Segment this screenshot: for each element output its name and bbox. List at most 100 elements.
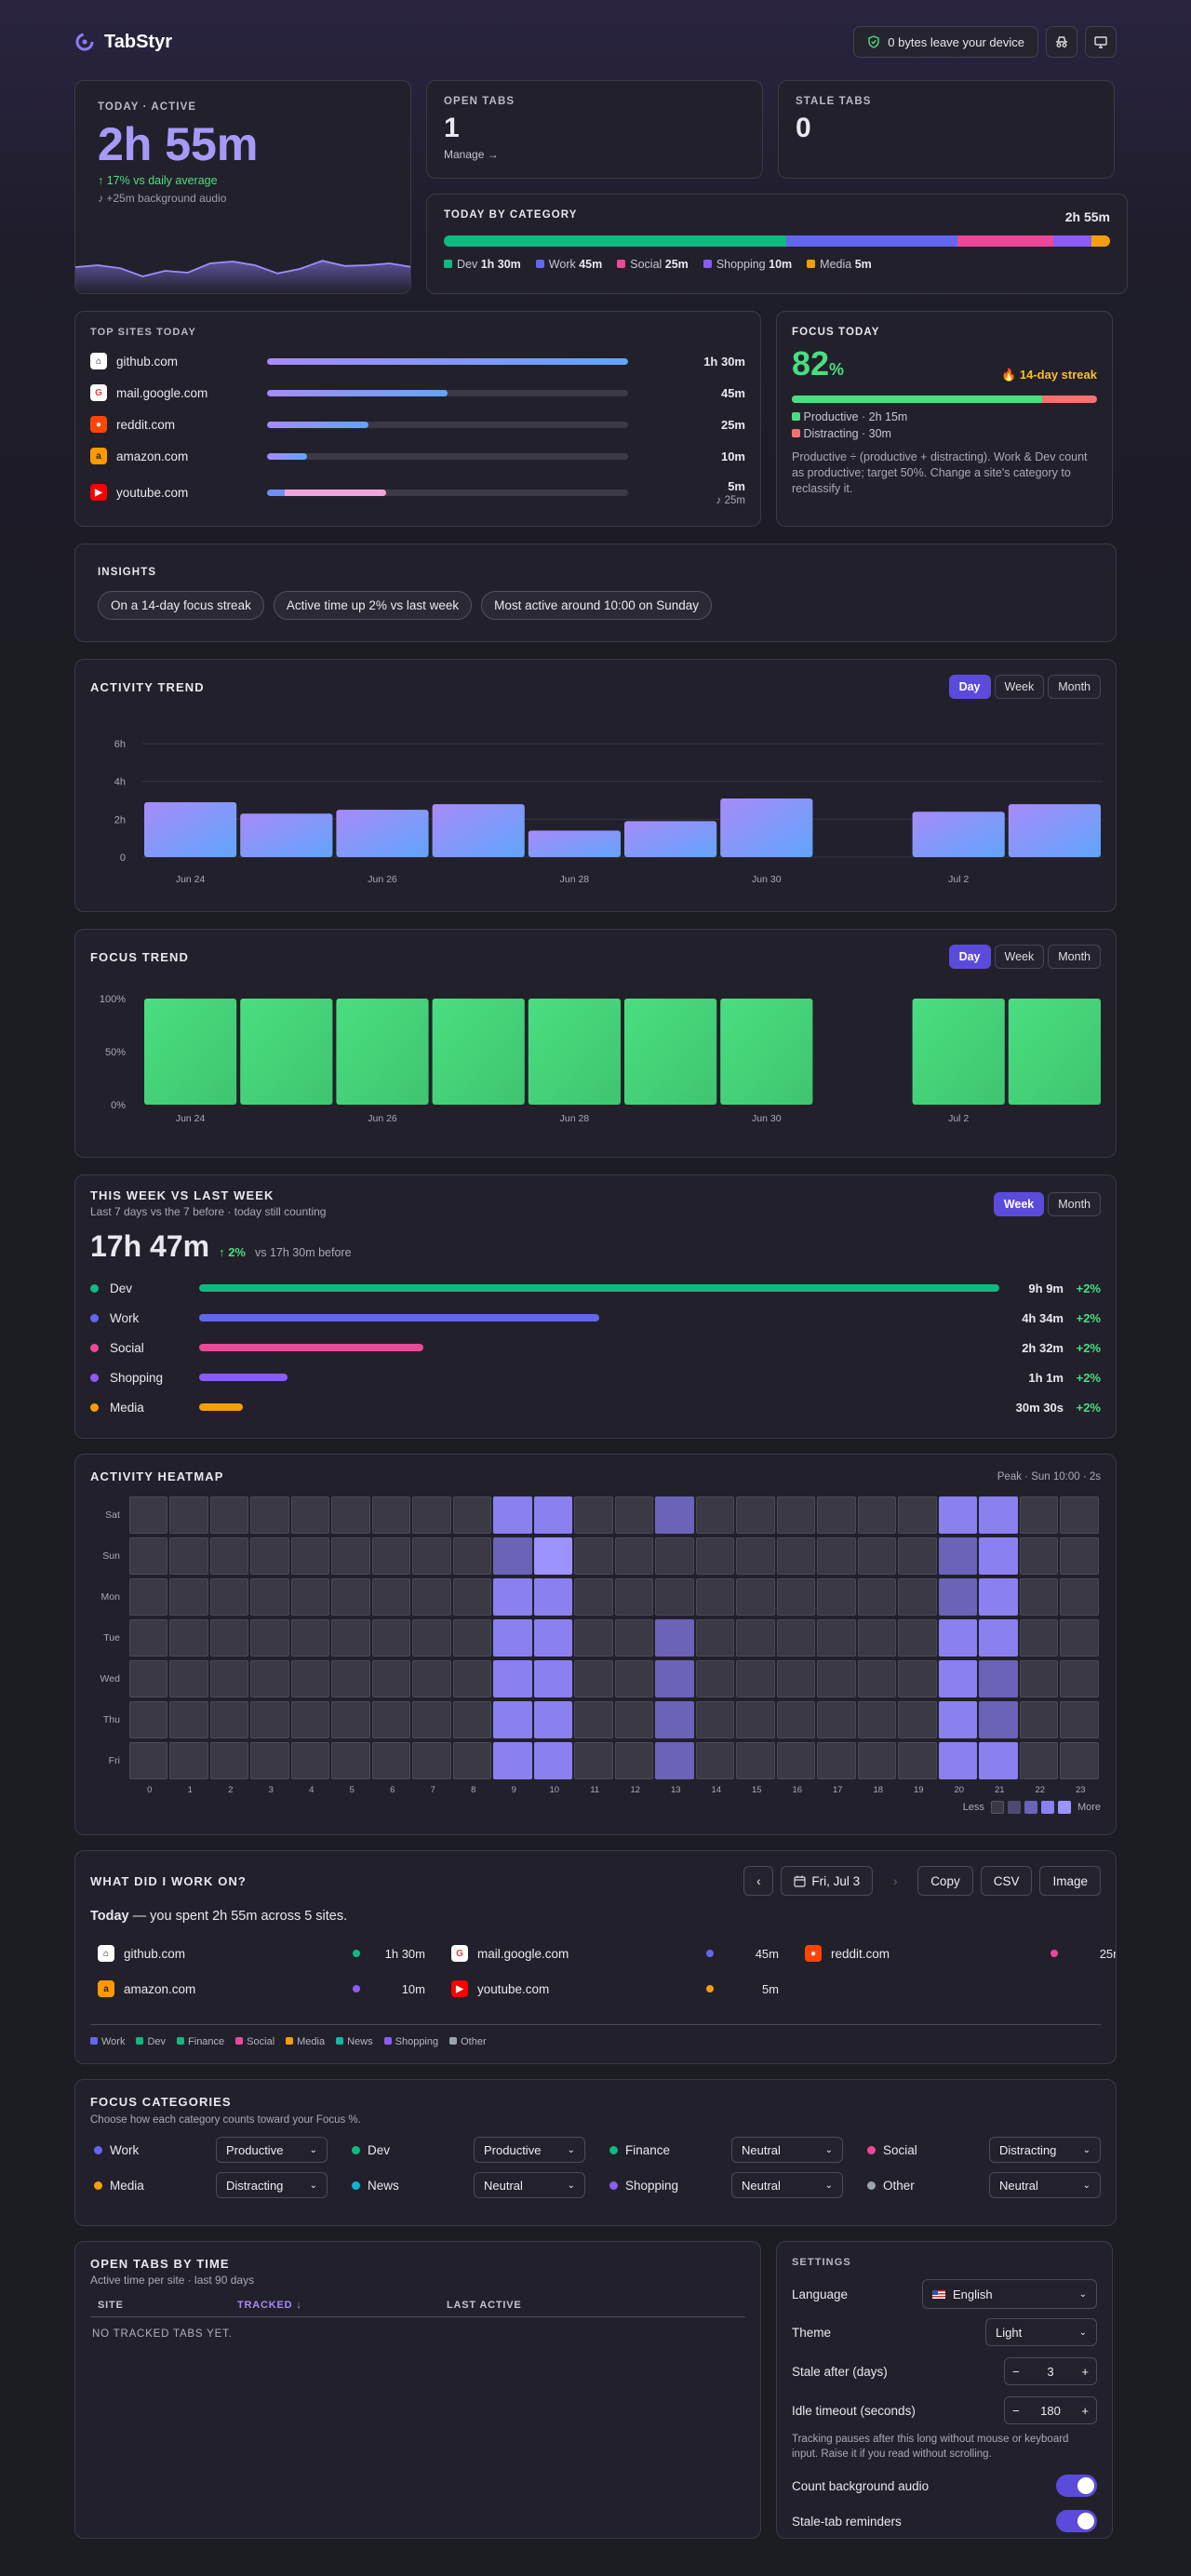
display-button[interactable] bbox=[1085, 26, 1117, 58]
heatmap-cell[interactable] bbox=[250, 1742, 289, 1779]
top-site-row[interactable]: ▶ youtube.com 5m ♪ 25m bbox=[90, 472, 745, 513]
heatmap-cell[interactable] bbox=[331, 1701, 370, 1738]
heatmap-cell[interactable] bbox=[250, 1496, 289, 1534]
heatmap-cell[interactable] bbox=[1019, 1578, 1059, 1616]
heatmap-cell[interactable] bbox=[412, 1701, 451, 1738]
decrement-button[interactable]: − bbox=[1012, 2403, 1020, 2418]
bar-jun-24[interactable] bbox=[144, 999, 237, 1105]
heatmap-cell[interactable] bbox=[736, 1660, 775, 1697]
bar-jun-27[interactable] bbox=[432, 804, 525, 857]
heatmap-cell[interactable] bbox=[857, 1701, 897, 1738]
heatmap-cell[interactable] bbox=[1019, 1701, 1059, 1738]
heatmap-cell[interactable] bbox=[371, 1701, 411, 1738]
heatmap-cell[interactable] bbox=[857, 1578, 897, 1616]
heatmap-cell[interactable] bbox=[817, 1660, 856, 1697]
heatmap-cell[interactable] bbox=[695, 1619, 735, 1657]
heatmap-cell[interactable] bbox=[776, 1578, 816, 1616]
heatmap-cell[interactable] bbox=[533, 1537, 573, 1575]
heatmap-cell[interactable] bbox=[857, 1619, 897, 1657]
heatmap-cell[interactable] bbox=[250, 1619, 289, 1657]
bar-jun-25[interactable] bbox=[240, 813, 333, 857]
heatmap-cell[interactable] bbox=[493, 1537, 532, 1575]
heatmap-cell[interactable] bbox=[1019, 1619, 1059, 1657]
heatmap-cell[interactable] bbox=[614, 1619, 654, 1657]
heatmap-cell[interactable] bbox=[209, 1660, 249, 1697]
heatmap-cell[interactable] bbox=[655, 1701, 694, 1738]
heatmap-cell[interactable] bbox=[655, 1496, 694, 1534]
heatmap-cell[interactable] bbox=[331, 1578, 370, 1616]
heatmap-cell[interactable] bbox=[412, 1742, 451, 1779]
insight-chip[interactable]: Active time up 2% vs last week bbox=[273, 591, 473, 620]
heatmap-cell[interactable] bbox=[533, 1742, 573, 1779]
heatmap-cell[interactable] bbox=[1060, 1537, 1099, 1575]
bar-jun-29[interactable] bbox=[624, 999, 717, 1105]
heatmap-cell[interactable] bbox=[574, 1578, 613, 1616]
heatmap-cell[interactable] bbox=[128, 1619, 168, 1657]
heatmap-cell[interactable] bbox=[736, 1619, 775, 1657]
heatmap-cell[interactable] bbox=[128, 1537, 168, 1575]
category-select[interactable]: Neutral ⌄ bbox=[731, 2172, 843, 2198]
work-site-item[interactable]: ⌂ github.com 1h 30m bbox=[90, 1940, 425, 1966]
top-site-row[interactable]: ⌂ github.com 1h 30m bbox=[90, 345, 745, 377]
heatmap-cell[interactable] bbox=[655, 1742, 694, 1779]
heatmap-cell[interactable] bbox=[938, 1619, 978, 1657]
heatmap-cell[interactable] bbox=[169, 1619, 208, 1657]
heatmap-cell[interactable] bbox=[209, 1496, 249, 1534]
heatmap-cell[interactable] bbox=[574, 1701, 613, 1738]
range-month-button[interactable]: Month bbox=[1048, 675, 1101, 699]
heatmap-cell[interactable] bbox=[412, 1537, 451, 1575]
heatmap-cell[interactable] bbox=[250, 1537, 289, 1575]
heatmap-cell[interactable] bbox=[290, 1496, 330, 1534]
prev-day-button[interactable]: ‹ bbox=[743, 1866, 774, 1896]
col-tracked[interactable]: TRACKED ↓ bbox=[237, 2300, 302, 2311]
heatmap-cell[interactable] bbox=[452, 1701, 492, 1738]
heatmap-cell[interactable] bbox=[736, 1537, 775, 1575]
bar-jun-24[interactable] bbox=[144, 802, 237, 857]
heatmap-cell[interactable] bbox=[979, 1660, 1018, 1697]
heatmap-cell[interactable] bbox=[817, 1578, 856, 1616]
work-site-item[interactable]: ▶ youtube.com 5m bbox=[444, 1976, 779, 2002]
bar-jul-3[interactable] bbox=[1008, 804, 1101, 857]
heatmap-cell[interactable] bbox=[128, 1701, 168, 1738]
heatmap-cell[interactable] bbox=[857, 1537, 897, 1575]
range-week-button[interactable]: Week bbox=[994, 945, 1045, 969]
brand[interactable]: TabStyr bbox=[74, 32, 172, 53]
heatmap-cell[interactable] bbox=[857, 1496, 897, 1534]
heatmap-cell[interactable] bbox=[493, 1619, 532, 1657]
range-month-button[interactable]: Month bbox=[1048, 945, 1101, 969]
bar-jun-30[interactable] bbox=[720, 798, 813, 857]
range-day-button[interactable]: Day bbox=[948, 675, 991, 699]
stale-reminders-toggle[interactable] bbox=[1056, 2510, 1097, 2532]
heatmap-cell[interactable] bbox=[614, 1660, 654, 1697]
bar-jun-28[interactable] bbox=[528, 830, 621, 857]
heatmap-cell[interactable] bbox=[331, 1660, 370, 1697]
heatmap-cell[interactable] bbox=[938, 1660, 978, 1697]
range-week-button[interactable]: Week bbox=[994, 675, 1045, 699]
heatmap-cell[interactable] bbox=[250, 1578, 289, 1616]
heatmap-cell[interactable] bbox=[493, 1701, 532, 1738]
heatmap-cell[interactable] bbox=[493, 1742, 532, 1779]
heatmap-cell[interactable] bbox=[371, 1496, 411, 1534]
heatmap-cell[interactable] bbox=[574, 1660, 613, 1697]
theme-select[interactable]: Light ⌄ bbox=[985, 2318, 1097, 2346]
heatmap-cell[interactable] bbox=[533, 1578, 573, 1616]
heatmap-cell[interactable] bbox=[898, 1619, 937, 1657]
bar-jun-28[interactable] bbox=[528, 999, 621, 1105]
category-select[interactable]: Productive ⌄ bbox=[216, 2137, 328, 2163]
heatmap-cell[interactable] bbox=[331, 1496, 370, 1534]
heatmap-cell[interactable] bbox=[979, 1742, 1018, 1779]
heatmap-cell[interactable] bbox=[979, 1701, 1018, 1738]
heatmap-cell[interactable] bbox=[655, 1537, 694, 1575]
heatmap-cell[interactable] bbox=[290, 1537, 330, 1575]
category-select[interactable]: Distracting ⌄ bbox=[216, 2172, 328, 2198]
heatmap-cell[interactable] bbox=[533, 1660, 573, 1697]
heatmap-cell[interactable] bbox=[817, 1537, 856, 1575]
category-select[interactable]: Distracting ⌄ bbox=[989, 2137, 1101, 2163]
heatmap-cell[interactable] bbox=[1019, 1660, 1059, 1697]
heatmap-cell[interactable] bbox=[695, 1742, 735, 1779]
heatmap-cell[interactable] bbox=[412, 1619, 451, 1657]
heatmap-cell[interactable] bbox=[817, 1742, 856, 1779]
heatmap-cell[interactable] bbox=[979, 1578, 1018, 1616]
